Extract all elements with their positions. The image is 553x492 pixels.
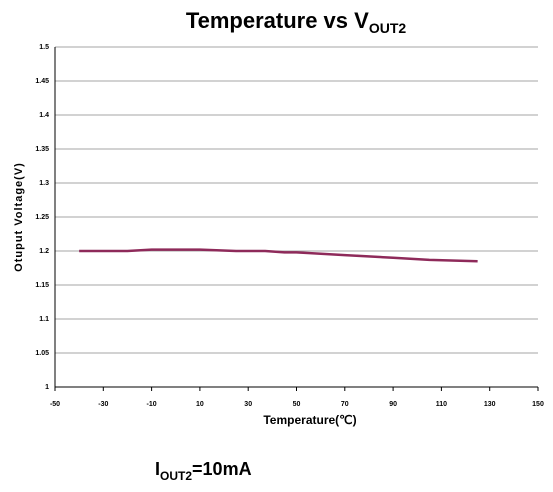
x-tick-label: -10 xyxy=(147,401,157,408)
x-tick-label: 110 xyxy=(436,401,447,408)
x-tick-label: 50 xyxy=(293,401,301,408)
annotation-rest: =10mA xyxy=(192,459,252,479)
y-axis-label: Otuput Voltage(V) xyxy=(13,162,25,272)
x-tick-label: 10 xyxy=(196,401,204,408)
x-axis-label: Temperature(℃) xyxy=(263,413,356,427)
title-subscript: OUT2 xyxy=(369,20,407,36)
annotation: IOUT2=10mA xyxy=(155,459,252,483)
y-tick-label: 1 xyxy=(45,384,49,391)
x-tick-label: -30 xyxy=(98,401,108,408)
x-tick-label: 130 xyxy=(484,401,496,408)
chart-title: Temperature vs VOUT2 xyxy=(186,8,407,36)
y-tick-label: 1.1 xyxy=(39,316,49,323)
data-line xyxy=(79,248,478,263)
y-tick-label: 1.15 xyxy=(35,282,49,289)
y-tick-label: 1.45 xyxy=(35,78,49,85)
x-tick-label: 150 xyxy=(532,401,544,408)
y-tick-label: 1.5 xyxy=(39,44,49,51)
y-tick-label: 1.2 xyxy=(39,248,49,255)
title-main: Temperature vs V xyxy=(186,8,369,33)
x-tick-label: 70 xyxy=(341,401,349,408)
y-tick-label: 1.3 xyxy=(39,180,49,187)
y-tick-label: 1.4 xyxy=(39,112,49,119)
annotation-main: I xyxy=(155,459,160,479)
y-tick-label: 1.05 xyxy=(35,350,49,357)
y-tick-label: 1.35 xyxy=(35,146,49,153)
y-tick-label: 1.25 xyxy=(35,214,49,221)
x-tick-label: 30 xyxy=(244,401,252,408)
x-tick-label: 90 xyxy=(389,401,397,408)
x-tick-label: -50 xyxy=(50,401,60,408)
annotation-subscript: OUT2 xyxy=(160,469,192,483)
